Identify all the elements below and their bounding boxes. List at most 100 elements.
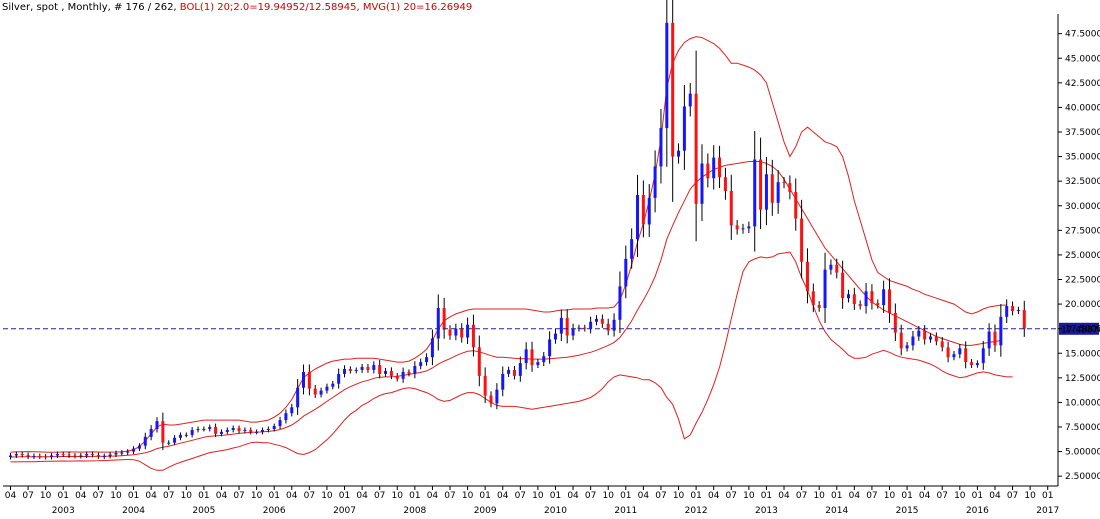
candle-body-94 [559,317,563,334]
candle-body-66 [395,375,399,379]
candle-body-3 [26,455,30,457]
series-line-1 [10,161,1001,458]
candle-body-52 [313,388,317,395]
candle-body-124 [735,225,739,230]
x-tick-label-49: 07 [866,491,877,501]
candle-body-87 [518,363,522,376]
candle-body-155 [917,330,921,337]
candle-body-115 [682,106,686,151]
x-tick-label-22: 10 [392,491,404,501]
candle-body-109 [647,197,651,225]
x-tick-label-37: 07 [655,491,666,501]
candle-body-55 [331,383,335,387]
x-year-label-6: 2009 [474,506,497,516]
candle-body-122 [723,177,727,191]
x-tick-label-18: 10 [321,491,333,501]
y-tick-label-0: 2.50000 [1065,472,1100,482]
x-tick-label-45: 07 [796,491,807,501]
x-tick-label-51: 01 [901,491,912,501]
candle-body-103 [612,319,616,331]
y-tick-label-6: 17.50000 [1065,325,1100,335]
candle-body-171 [1011,306,1015,311]
x-tick-label-52: 04 [919,491,931,501]
candle-body-17 [108,454,112,457]
series-line-0 [10,36,1007,453]
x-year-label-7: 2010 [544,506,567,516]
y-tick-label-13: 35.00000 [1065,153,1100,163]
candle-body-157 [929,336,933,340]
y-tick-label-17: 45.00000 [1065,54,1100,64]
candle-body-16 [102,456,106,458]
x-year-label-2: 2005 [192,506,215,516]
last-price-tag [1059,322,1099,335]
candle-body-168 [993,331,997,346]
x-tick-label-11: 01 [198,491,209,501]
candle-body-11 [73,455,77,457]
x-year-label-9: 2012 [685,506,708,516]
candle-body-129 [764,174,768,210]
candle-body-47 [284,413,288,421]
candle-body-48 [290,407,294,414]
candle-body-93 [553,333,557,340]
candle-body-114 [677,150,681,157]
header-bol: BOL(1) 20;2.0=19.94952/12.58945, [180,2,360,13]
candle-body-67 [401,371,405,379]
x-tick-label-40: 04 [708,491,720,501]
candle-body-25 [155,421,159,429]
candle-body-60 [360,367,364,370]
x-tick-label-28: 04 [497,491,509,501]
candle-body-111 [659,128,663,167]
candle-body-134 [794,191,798,219]
candle-body-69 [413,366,417,374]
candle-body-110 [653,166,657,198]
candle-body-102 [606,323,610,331]
candle-body-141 [835,264,839,273]
candle-body-68 [407,371,411,374]
candle-body-40 [243,429,247,431]
x-tick-label-47: 01 [831,491,842,501]
x-tick-label-29: 07 [515,491,526,501]
y-tick-label-11: 30.00000 [1065,202,1100,212]
candle-body-64 [384,370,388,374]
candle-body-158 [934,336,938,342]
x-tick-label-8: 04 [145,491,157,501]
candle-body-104 [618,286,622,320]
candle-body-24 [149,428,153,437]
candle-body-22 [137,445,141,449]
candle-body-98 [583,327,587,329]
candle-body-105 [624,258,628,287]
y-tick-label-15: 40.00000 [1065,103,1100,113]
x-tick-label-57: 07 [1007,491,1018,501]
candle-body-169 [999,316,1003,346]
candle-body-45 [272,426,276,429]
y-tick-label-12: 32.50000 [1065,177,1100,187]
candle-body-77 [460,328,464,338]
x-year-label-10: 2013 [755,506,778,516]
candle-body-6 [44,456,48,458]
candle-body-163 [964,348,968,363]
candle-body-73 [436,308,440,339]
candle-body-127 [753,159,757,227]
candle-body-18 [114,453,118,455]
candle-body-117 [694,93,698,204]
candle-body-173 [1022,309,1026,329]
candle-body-150 [888,289,891,313]
candle-body-1 [14,454,18,456]
candle-body-147 [870,291,874,304]
x-tick-label-6: 10 [110,491,122,501]
candle-body-132 [782,182,786,184]
candle-body-74 [442,308,446,330]
candle-body-119 [706,163,710,179]
candle-body-23 [143,436,147,446]
last-price-layer: 17.48870 [3,322,1100,335]
x-tick-label-48: 04 [849,491,861,501]
candle-body-31 [190,429,194,435]
candle-body-85 [507,369,511,374]
candle-body-81 [483,375,487,396]
candle-body-162 [958,348,962,355]
candle-body-100 [595,318,598,322]
x-tick-label-19: 01 [339,491,350,501]
candle-body-50 [302,371,305,388]
y-axis-ticks: 2.50000 5.00000 7.50000 10.00000 12.50000 15.… [1058,30,1100,482]
